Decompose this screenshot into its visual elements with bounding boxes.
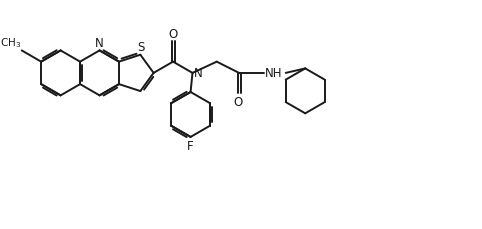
Text: F: F bbox=[187, 139, 194, 152]
Text: N: N bbox=[95, 36, 104, 49]
Text: N: N bbox=[193, 67, 202, 80]
Text: S: S bbox=[138, 41, 145, 54]
Text: O: O bbox=[233, 95, 243, 109]
Text: CH$_3$: CH$_3$ bbox=[0, 36, 21, 50]
Text: NH: NH bbox=[265, 67, 282, 80]
Text: O: O bbox=[168, 27, 178, 40]
